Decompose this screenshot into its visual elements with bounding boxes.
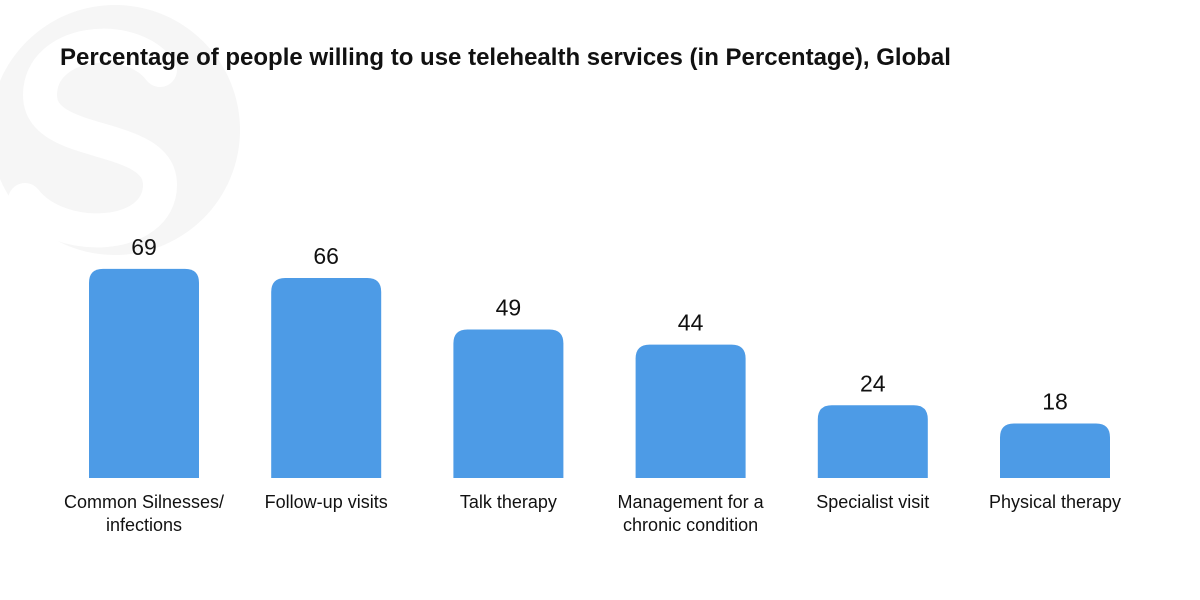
bar-value-label: 44 [678, 310, 704, 336]
bar [817, 405, 928, 478]
category-label-line: Talk therapy [460, 492, 557, 512]
category-label-line: infections [106, 515, 182, 535]
chart-title: Percentage of people willing to use tele… [60, 44, 951, 71]
category-label-line: Physical therapy [989, 492, 1121, 512]
bar-value-label: 18 [1042, 388, 1068, 414]
bar-value-label: 24 [860, 370, 886, 396]
category-label: Common Silnesses/infections [64, 492, 224, 535]
bar [635, 344, 746, 478]
category-label: Talk therapy [460, 492, 557, 512]
category-label-line: Common Silnesses/ [64, 492, 224, 512]
bar-value-label: 49 [496, 295, 522, 321]
bar-value-label: 69 [131, 234, 157, 260]
bar [271, 278, 382, 478]
category-label-line: Specialist visit [816, 492, 929, 512]
bar [453, 329, 564, 478]
category-label-line: Management for a [618, 492, 765, 512]
category-label: Specialist visit [816, 492, 929, 512]
category-label: Management for a chronic condition [618, 492, 765, 535]
category-label-line: Follow-up visits [265, 492, 388, 512]
bar [1000, 423, 1110, 478]
category-label: Physical therapy [989, 492, 1121, 512]
bar [89, 268, 199, 478]
bar-value-label: 66 [313, 243, 339, 269]
category-label-line: chronic condition [623, 515, 758, 535]
category-label: Follow-up visits [265, 492, 388, 512]
